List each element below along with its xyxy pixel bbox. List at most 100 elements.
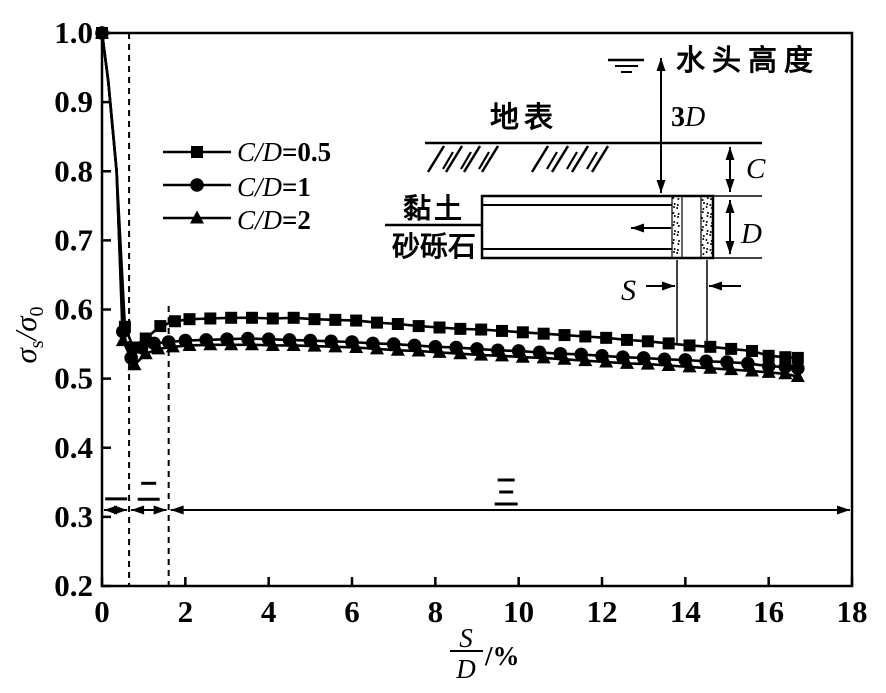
stipple-dot [707, 212, 709, 214]
triangle-marker [790, 369, 805, 383]
stipple-dot [673, 248, 676, 250]
triangle-marker [745, 363, 759, 377]
tunnel-schematic-inset: 水头高度 地表 黏土 砂砾石 3D C D S [385, 43, 813, 345]
legend-square-marker [191, 146, 203, 158]
cover-depth-arrow [725, 147, 735, 192]
stipple-dot [705, 239, 708, 241]
stipple-dot [701, 211, 704, 213]
stipple-dot [706, 242, 709, 244]
initial-face-band [700, 195, 714, 259]
triangle-marker [474, 347, 489, 361]
x-tick-label: 14 [670, 594, 701, 629]
triangle-marker [661, 357, 676, 371]
triangle-marker [203, 337, 218, 351]
triangle-marker [349, 340, 364, 354]
hatch-stroke [570, 145, 590, 173]
region-extent-arrow [104, 505, 128, 515]
square-marker [225, 311, 238, 324]
stipple-dot [673, 206, 675, 208]
arrowhead [709, 281, 722, 291]
x-tick-label: 12 [587, 594, 618, 629]
arrowhead [170, 505, 184, 515]
stipple-dot [676, 207, 679, 209]
hatch-stroke [462, 145, 482, 173]
spacing-right-arrow [709, 281, 741, 291]
stipple-dot [673, 203, 676, 205]
head-height-arrow [656, 58, 666, 193]
inset-dimension-arrows [631, 58, 741, 291]
y-tick-label: 0.5 [54, 361, 93, 396]
legend-val-2: =2 [282, 205, 311, 235]
cover-dim-label: C [746, 153, 766, 185]
square-marker [537, 327, 550, 340]
y-title-sigma-0: /σ [8, 315, 43, 343]
stipple-dot [672, 239, 675, 241]
y-tick-label: 1.0 [54, 15, 93, 50]
square-marker [496, 324, 508, 337]
legend-label-cd2: C/D=2 [237, 205, 311, 235]
triangle-marker [703, 360, 718, 374]
x-tick-label: 18 [837, 594, 868, 629]
legend-entry-0 [163, 146, 231, 158]
spacing-left-arrow [646, 281, 675, 291]
stipple-dot [710, 252, 713, 254]
stipple-dot [710, 207, 713, 209]
y-axis-title: σs/σ0 [8, 307, 48, 364]
arrowhead [153, 505, 167, 515]
stipple-dot [706, 230, 709, 232]
gravel-stipple-dots [672, 197, 713, 255]
triangle-marker [370, 341, 384, 355]
stipple-dot [676, 234, 679, 236]
x-title-numerator: S [459, 623, 473, 653]
triangle-marker [761, 364, 776, 378]
excavation-face-band [671, 195, 683, 259]
y-tick-label: 0.8 [54, 153, 93, 188]
y-title-sub-0: 0 [26, 307, 48, 317]
stipple-dot [677, 198, 680, 200]
stipple-dot [673, 221, 676, 223]
square-marker [579, 330, 592, 343]
arrowhead [725, 147, 735, 160]
hatch-stroke [480, 145, 500, 173]
x-title-denominator: D [455, 654, 476, 684]
square-marker [704, 340, 717, 353]
y-tick-label: 0.4 [54, 430, 93, 465]
triangle-marker [640, 356, 655, 370]
square-marker [168, 315, 181, 328]
square-marker [412, 320, 425, 333]
advance-direction-arrow [631, 223, 671, 233]
stipple-dot [703, 202, 705, 204]
triangle-marker [557, 351, 572, 365]
stipple-dot [672, 197, 675, 199]
stipple-dot [706, 215, 709, 217]
x-axis-title: S D /% [450, 623, 520, 684]
diameter-arrow [725, 200, 735, 254]
stipple-dot [702, 235, 705, 237]
triangle-marker [286, 337, 301, 351]
triangle-marker [245, 337, 259, 351]
x-tick-label: 6 [344, 594, 360, 629]
head-height-var: D [684, 102, 705, 133]
square-marker [621, 333, 633, 346]
square-marker [725, 342, 738, 355]
hatch-stroke [478, 151, 490, 170]
hatch-stroke [530, 145, 550, 173]
region-extent-arrow [170, 505, 850, 515]
triangle-marker [599, 354, 614, 368]
head-height-coef: 3 [671, 102, 685, 133]
diameter-dim-label: D [740, 218, 762, 250]
stipple-dot [706, 248, 709, 250]
y-title-sigma-s: σ [8, 347, 43, 364]
water-level-icon [608, 58, 644, 73]
triangle-marker [432, 344, 447, 358]
triangle-marker [515, 349, 530, 363]
stipple-dot [677, 231, 680, 233]
square-marker [600, 331, 613, 344]
legend-label-cd1: C/D=1 [237, 172, 311, 202]
triangle-marker [328, 339, 343, 353]
square-marker [641, 335, 654, 348]
stipple-dot [706, 233, 708, 235]
stipple-dot [710, 225, 713, 227]
square-marker [371, 316, 383, 329]
circle-marker [791, 361, 805, 376]
